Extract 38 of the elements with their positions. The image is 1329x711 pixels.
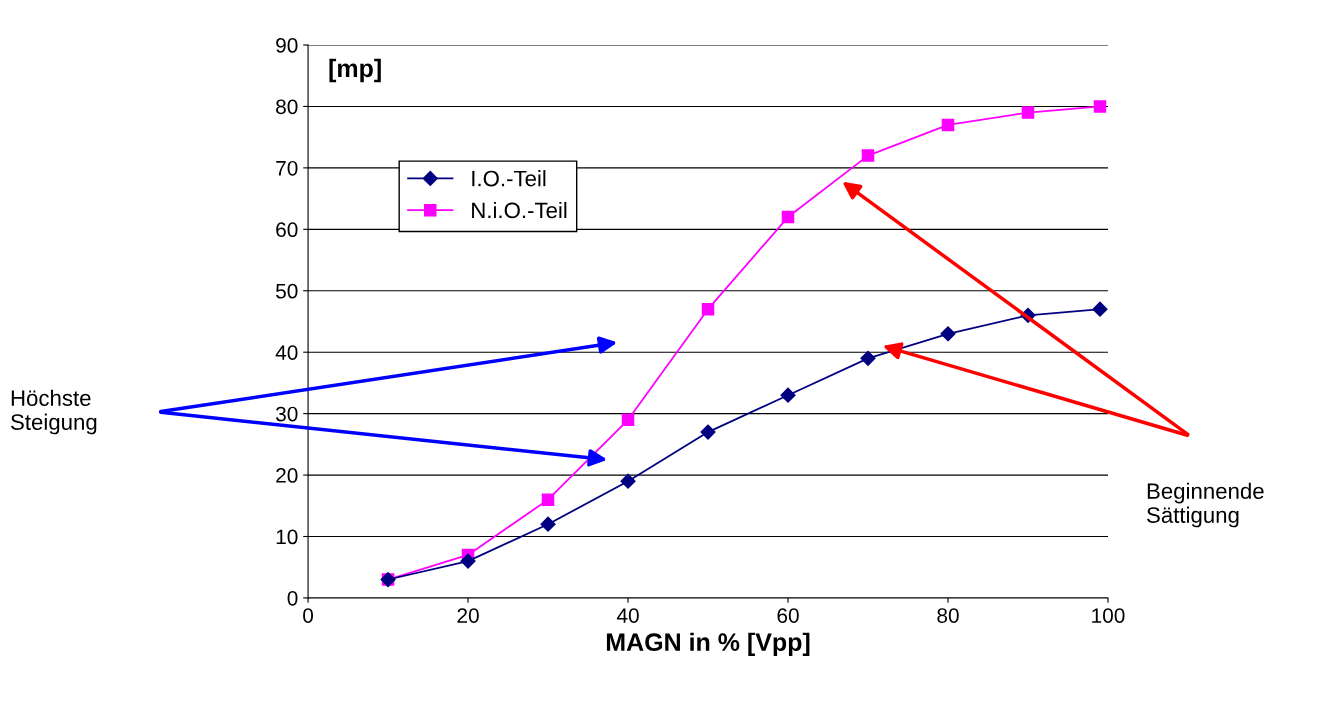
x-tick-label: 40 [616, 608, 639, 623]
text: Beginnende Sättigung [1147, 482, 1264, 528]
y-tick-label: 30 [275, 406, 298, 422]
y-tick-label: 70 [276, 160, 298, 176]
point [860, 350, 876, 366]
point [621, 413, 635, 427]
point [940, 326, 956, 342]
y-tick-label: 60 [276, 222, 298, 238]
point [781, 210, 795, 224]
point [540, 516, 556, 532]
x-tick-label: 100 [1092, 608, 1125, 623]
y-tick-label: 0 [287, 590, 298, 606]
point [620, 473, 636, 489]
legend-label: N.i.O.-Teil [472, 201, 567, 219]
point [780, 387, 796, 403]
point [941, 118, 955, 132]
legend-label: I.O.-Teil [472, 170, 546, 187]
y-tick-label: 20 [276, 468, 298, 483]
point [701, 302, 715, 316]
x-tick-label: 80 [937, 608, 959, 623]
point [1021, 106, 1035, 119]
y-axis-title: [mp] [329, 58, 381, 83]
x-tick-label: 0 [303, 608, 314, 623]
point [861, 149, 875, 162]
point [541, 493, 555, 506]
point [1092, 301, 1108, 317]
y-tick-label: 50 [276, 283, 298, 299]
y-tick-label: 90 [276, 38, 298, 53]
y-tick-label: 40 [275, 345, 298, 360]
x-axis-title: MAGN in % [Vpp] [606, 632, 810, 656]
point [1093, 100, 1107, 113]
y-tick-label: 80 [276, 99, 298, 115]
x-tick-label: 20 [457, 608, 479, 623]
x-tick-label: 60 [777, 608, 799, 623]
point [700, 424, 716, 440]
point [460, 553, 476, 569]
text: Höchste Steigung [11, 389, 97, 435]
y-tick-label: 10 [276, 529, 298, 545]
